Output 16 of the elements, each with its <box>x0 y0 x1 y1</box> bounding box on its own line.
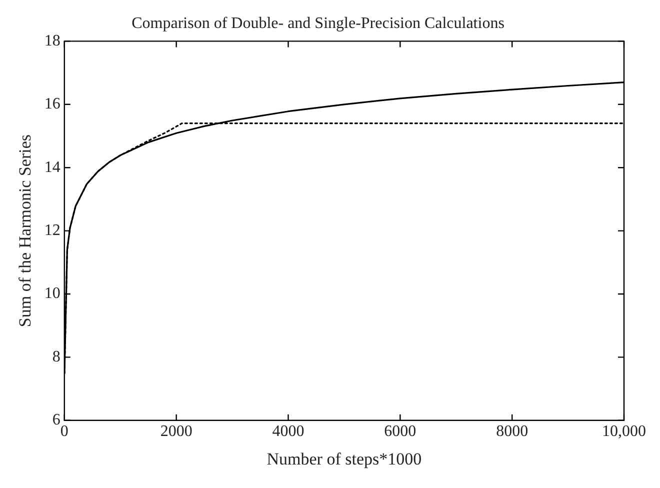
x-axis-title: Number of steps*1000 <box>266 449 422 468</box>
x-tick-label: 2000 <box>160 423 192 440</box>
y-tick-label: 8 <box>52 348 60 366</box>
x-tick-label: 8000 <box>496 423 528 440</box>
y-tick-label: 6 <box>52 412 60 429</box>
y-tick-label: 12 <box>44 222 60 240</box>
chart-title: Comparison of Double- and Single-Precision Calculations <box>132 14 504 32</box>
y-tick-label: 10 <box>44 285 60 302</box>
x-tick-label: 4000 <box>272 423 304 440</box>
y-tick-label: 14 <box>44 158 60 176</box>
x-tick-label: 0 <box>60 423 68 440</box>
y-tick-label: 16 <box>44 96 60 113</box>
x-tick-label: 6000 <box>384 423 416 440</box>
x-tick-label: 10,000 <box>602 423 646 440</box>
y-tick-label: 18 <box>44 32 60 50</box>
y-axis-title: Sum of the Harmonic Series <box>16 134 35 328</box>
